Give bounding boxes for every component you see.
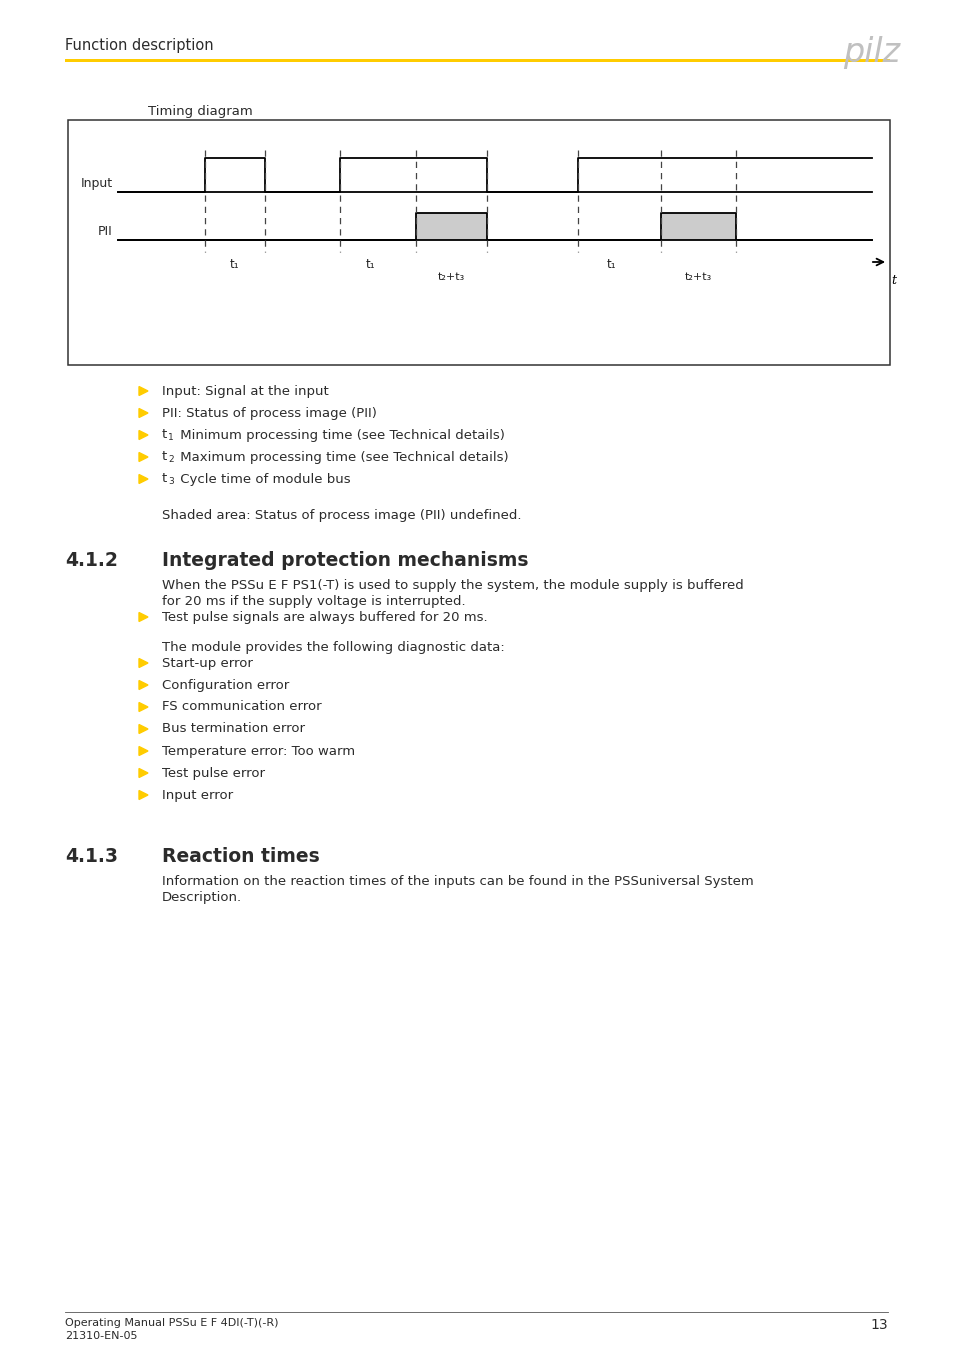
- Text: t₂+t₃: t₂+t₃: [684, 271, 712, 282]
- Text: Configuration error: Configuration error: [162, 679, 289, 691]
- Text: 1: 1: [168, 433, 173, 443]
- Bar: [660, 213, 736, 240]
- Text: Cycle time of module bus: Cycle time of module bus: [175, 472, 351, 486]
- Text: 3: 3: [168, 478, 173, 486]
- Polygon shape: [139, 474, 148, 483]
- Text: PII: Status of process image (PII): PII: Status of process image (PII): [162, 406, 376, 420]
- Text: 2: 2: [168, 455, 173, 464]
- Polygon shape: [139, 613, 148, 621]
- Polygon shape: [139, 768, 148, 778]
- Text: 13: 13: [869, 1318, 887, 1332]
- Text: t₂+t₃: t₂+t₃: [437, 271, 465, 282]
- Text: Maximum processing time (see Technical details): Maximum processing time (see Technical d…: [175, 451, 508, 463]
- Text: 21310-EN-05: 21310-EN-05: [65, 1331, 137, 1341]
- Text: Minimum processing time (see Technical details): Minimum processing time (see Technical d…: [175, 428, 504, 441]
- Polygon shape: [139, 725, 148, 733]
- Polygon shape: [139, 386, 148, 396]
- Bar: [65, 58, 889, 62]
- Text: 4.1.2: 4.1.2: [65, 551, 118, 570]
- Text: Function description: Function description: [65, 38, 213, 53]
- Text: t₁: t₁: [606, 258, 616, 271]
- Text: Information on the reaction times of the inputs can be found in the PSSuniversal: Information on the reaction times of the…: [162, 875, 753, 888]
- Text: t: t: [162, 428, 167, 441]
- Text: for 20 ms if the supply voltage is interrupted.: for 20 ms if the supply voltage is inter…: [162, 595, 465, 608]
- Text: t₁: t₁: [230, 258, 239, 271]
- Bar: [68, 120, 889, 364]
- Text: pilz: pilz: [842, 36, 899, 69]
- Text: Integrated protection mechanisms: Integrated protection mechanisms: [162, 551, 528, 570]
- Text: t: t: [162, 472, 167, 486]
- Text: Operating Manual PSSu E F 4DI(-T)(-R): Operating Manual PSSu E F 4DI(-T)(-R): [65, 1318, 278, 1328]
- Text: Shaded area: Status of process image (PII) undefined.: Shaded area: Status of process image (PI…: [162, 509, 521, 522]
- Polygon shape: [139, 702, 148, 711]
- Text: Temperature error: Too warm: Temperature error: Too warm: [162, 744, 355, 757]
- Text: PII: PII: [98, 225, 112, 238]
- Text: FS communication error: FS communication error: [162, 701, 321, 714]
- Text: The module provides the following diagnostic data:: The module provides the following diagno…: [162, 641, 504, 653]
- Text: Bus termination error: Bus termination error: [162, 722, 305, 736]
- Text: Input: Signal at the input: Input: Signal at the input: [162, 385, 329, 397]
- Bar: [416, 213, 487, 240]
- Text: Input: Input: [81, 177, 112, 190]
- Text: Timing diagram: Timing diagram: [148, 105, 253, 117]
- Text: t: t: [890, 274, 895, 288]
- Text: Description.: Description.: [162, 891, 242, 904]
- Text: Reaction times: Reaction times: [162, 846, 319, 865]
- Polygon shape: [139, 409, 148, 417]
- Text: Test pulse error: Test pulse error: [162, 767, 265, 779]
- Polygon shape: [139, 452, 148, 462]
- Polygon shape: [139, 431, 148, 440]
- Text: 4.1.3: 4.1.3: [65, 846, 118, 865]
- Polygon shape: [139, 791, 148, 799]
- Text: Test pulse signals are always buffered for 20 ms.: Test pulse signals are always buffered f…: [162, 610, 487, 624]
- Text: Input error: Input error: [162, 788, 233, 802]
- Polygon shape: [139, 659, 148, 667]
- Text: t₁: t₁: [365, 258, 375, 271]
- Text: t: t: [162, 451, 167, 463]
- Text: Start-up error: Start-up error: [162, 656, 253, 670]
- Text: When the PSSu E F PS1(-T) is used to supply the system, the module supply is buf: When the PSSu E F PS1(-T) is used to sup…: [162, 579, 743, 593]
- Polygon shape: [139, 747, 148, 756]
- Polygon shape: [139, 680, 148, 690]
